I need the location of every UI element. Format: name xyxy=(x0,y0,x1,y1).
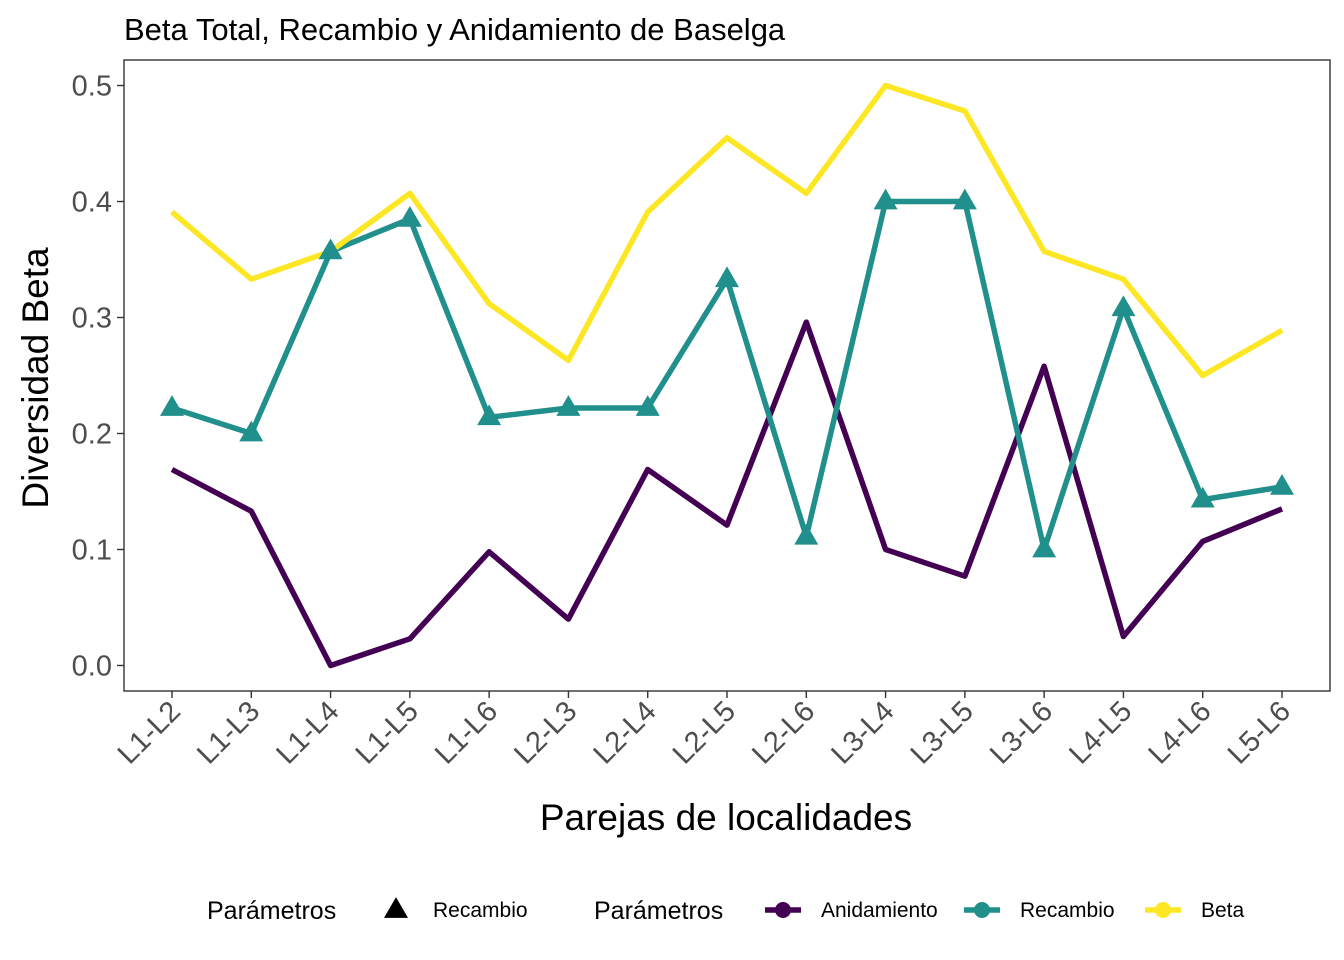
legend-color-label: Anidamiento xyxy=(821,899,938,922)
x-tick-label: L2-L5 xyxy=(667,695,742,770)
x-tick-label: L2-L6 xyxy=(746,695,821,770)
x-tick-label: L2-L3 xyxy=(508,695,583,770)
data-point-recambio xyxy=(239,420,264,442)
data-point-recambio xyxy=(397,206,422,227)
series-line-anidamiento xyxy=(170,319,1284,669)
data-point-recambio xyxy=(477,404,502,426)
legend-color-label: Recambio xyxy=(1020,899,1115,922)
plot-area: 0.0 0.1 0.2 0.3 0.4 0.5 L1-L2 L1-L3 L1-L4 L1-L5 L1… xyxy=(72,59,1331,770)
x-tick-label: L4-L6 xyxy=(1143,695,1218,770)
x-tick-label: L1-L6 xyxy=(429,695,504,770)
data-point-recambio xyxy=(1190,486,1215,508)
y-tick-label: 0.5 xyxy=(72,71,112,103)
y-tick-label: 0.3 xyxy=(72,303,112,335)
legend-shape-title: Parámetros xyxy=(207,897,336,925)
x-tick-label: L2-L4 xyxy=(588,695,663,770)
y-tick-label: 0.2 xyxy=(72,418,112,450)
x-tick-label: L1-L5 xyxy=(350,695,425,770)
data-point-recambio xyxy=(1270,473,1294,495)
data-point-recambio xyxy=(318,238,343,260)
series-line-beta xyxy=(170,82,1284,379)
x-tick-label: L3-L4 xyxy=(825,695,900,770)
data-point-recambio xyxy=(952,188,977,210)
x-tick-label: L3-L6 xyxy=(984,695,1059,770)
data-point-recambio xyxy=(1111,295,1136,317)
data-point-recambio xyxy=(160,395,184,416)
y-axis-title: Diversidad Beta xyxy=(15,247,56,509)
x-tick-label: L1-L3 xyxy=(191,695,266,770)
legend: Parámetros Recambio Parámetros Anidamiento R… xyxy=(207,897,1245,925)
legend-color-title: Parámetros xyxy=(594,897,723,925)
legend-key-dot xyxy=(974,902,990,918)
data-point-recambio xyxy=(556,395,581,416)
x-tick-label: L4-L5 xyxy=(1063,695,1138,770)
legend-key-dot xyxy=(1155,902,1171,918)
y-tick-label: 0.0 xyxy=(72,650,112,682)
data-point-recambio xyxy=(635,395,660,416)
legend-key-dot xyxy=(775,902,791,918)
y-tick-label: 0.1 xyxy=(72,534,112,566)
data-point-recambio xyxy=(1032,536,1057,558)
chart-title: Beta Total, Recambio y Anidamiento de Ba… xyxy=(124,12,786,47)
x-tick-label: L3-L5 xyxy=(905,695,980,770)
x-tick-label: L5-L6 xyxy=(1222,695,1297,770)
data-point-recambio xyxy=(794,523,819,545)
legend-shape-label: Recambio xyxy=(433,899,528,922)
data-point-recambio xyxy=(715,266,739,288)
legend-color-label: Beta xyxy=(1201,899,1245,922)
data-point-recambio xyxy=(873,188,898,210)
x-axis-title: Parejas de localidades xyxy=(540,797,912,838)
legend-triangle-key xyxy=(384,897,408,918)
x-tick-label: L1-L4 xyxy=(270,695,345,770)
y-tick-label: 0.4 xyxy=(72,187,112,219)
x-tick-label: L1-L2 xyxy=(112,695,187,770)
